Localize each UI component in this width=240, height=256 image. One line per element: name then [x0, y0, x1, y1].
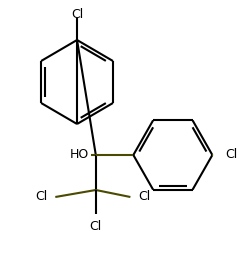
Text: Cl: Cl	[71, 8, 83, 21]
Text: Cl: Cl	[35, 190, 48, 204]
Text: Cl: Cl	[225, 148, 237, 162]
Text: Cl: Cl	[90, 220, 102, 233]
Text: Cl: Cl	[138, 190, 150, 204]
Text: HO: HO	[70, 148, 89, 162]
